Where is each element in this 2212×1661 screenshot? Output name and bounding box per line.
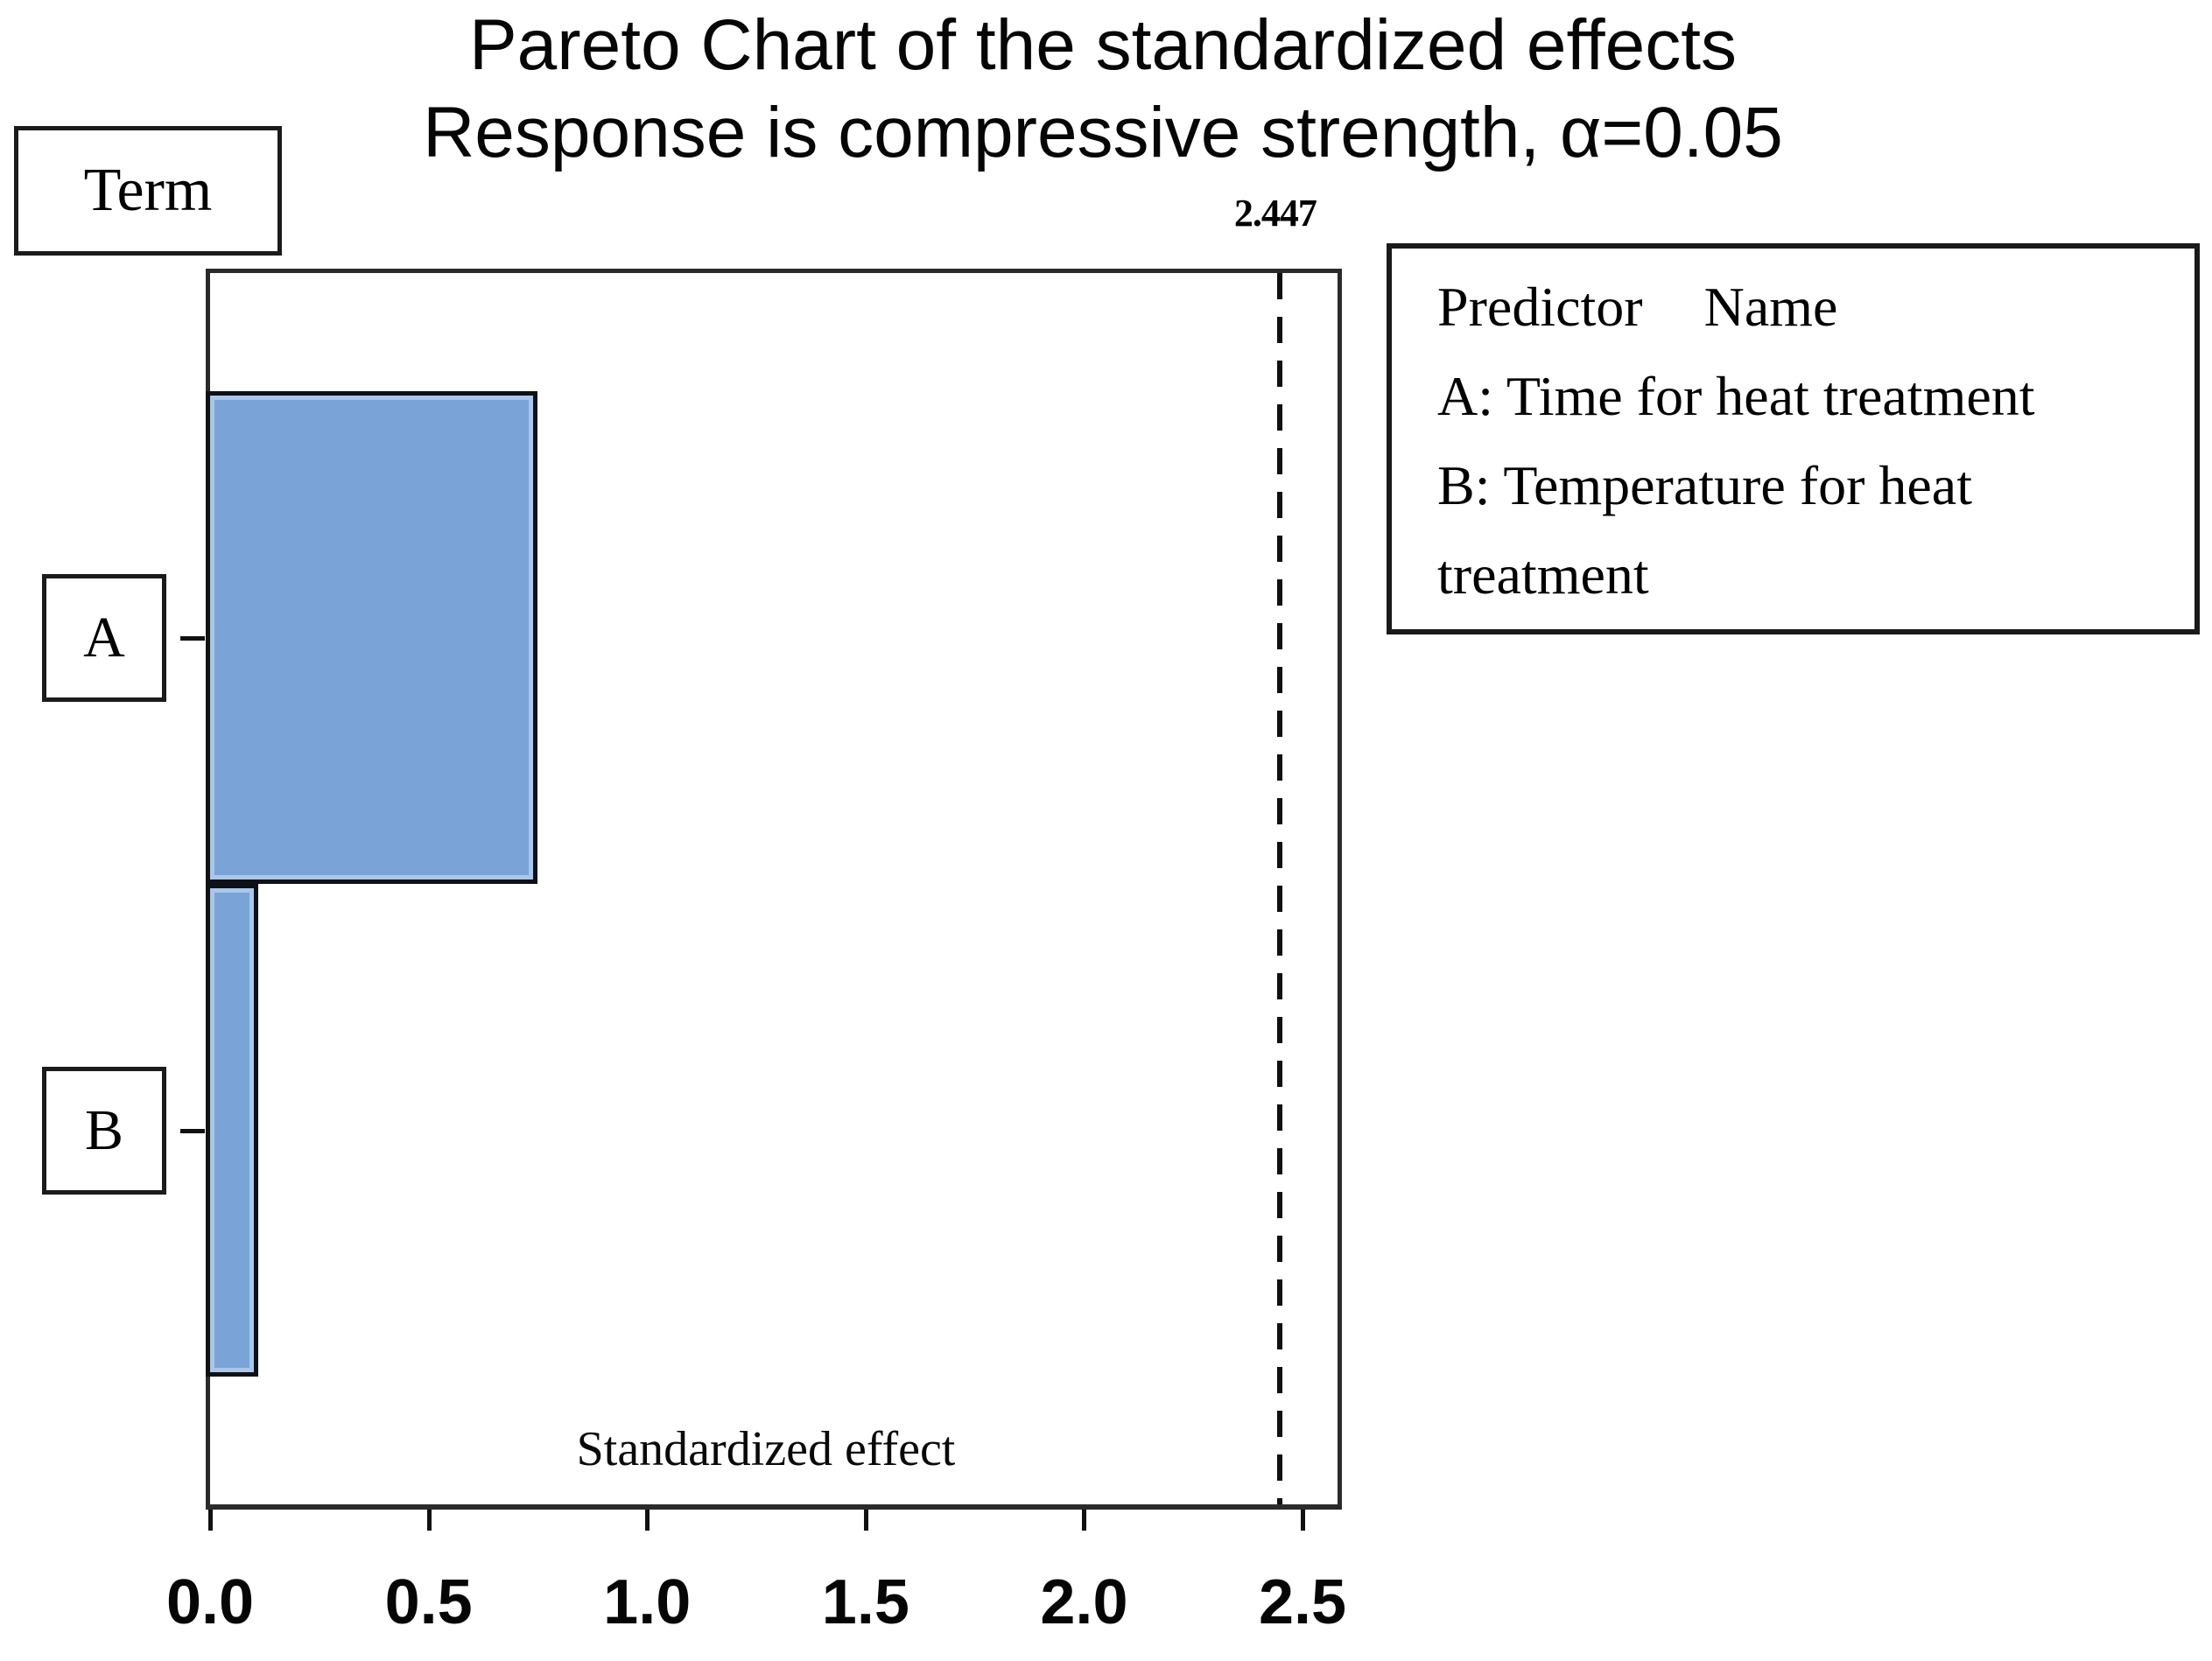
legend-header-name: Name	[1703, 276, 1838, 338]
category-box-B: B	[42, 1066, 166, 1195]
x-axis-tick-0.5	[426, 1510, 432, 1531]
x-axis-tick-label-2.0: 2.0	[1040, 1567, 1128, 1637]
chart-subtitle: Response is compressive strength, α=0.05	[423, 93, 1783, 172]
bar-B	[206, 884, 258, 1377]
x-axis-tick-label-1.0: 1.0	[603, 1567, 692, 1637]
reference-value-label: 2.447	[1233, 192, 1317, 235]
chart-title-block: Pareto Chart of the standardized effects…	[368, 2, 1838, 177]
x-axis-tick-label-2.5: 2.5	[1259, 1567, 1347, 1637]
x-axis-tick-label-1.5: 1.5	[821, 1567, 909, 1637]
bar-A	[206, 391, 537, 884]
x-axis-tick-2.5	[1301, 1510, 1306, 1531]
y-axis-title: Term	[83, 157, 213, 224]
x-axis-tick-0.0	[208, 1510, 213, 1531]
legend-box: Predictor Name A: Time for heat treatment…	[1387, 243, 2200, 634]
category-tick-A	[180, 635, 205, 641]
x-axis-tick-1.5	[863, 1510, 868, 1531]
category-box-A: A	[42, 573, 166, 702]
category-label-B: B	[84, 1097, 124, 1162]
legend-header: Predictor Name	[1437, 263, 2168, 352]
y-axis-title-box: Term	[14, 126, 282, 256]
x-axis-tick-1.0	[645, 1510, 650, 1531]
x-axis-label: Standardized effect	[576, 1422, 956, 1476]
reference-line	[1276, 273, 1282, 1504]
x-axis-tick-2.0	[1082, 1510, 1087, 1531]
legend-entry-b-line2: treatment	[1437, 543, 1649, 606]
legend-entry-a: A: Time for heat treatment	[1437, 365, 2035, 427]
legend-entry-b-line1: B: Temperature for heat	[1437, 454, 1972, 516]
x-axis-tick-label-0.5: 0.5	[384, 1567, 473, 1637]
category-label-A: A	[83, 605, 125, 669]
legend-header-predictor: Predictor	[1437, 276, 1643, 338]
chart-title: Pareto Chart of the standardized effects	[468, 5, 1737, 85]
x-axis-tick-label-0.0: 0.0	[165, 1567, 255, 1637]
category-tick-B	[180, 1128, 205, 1133]
